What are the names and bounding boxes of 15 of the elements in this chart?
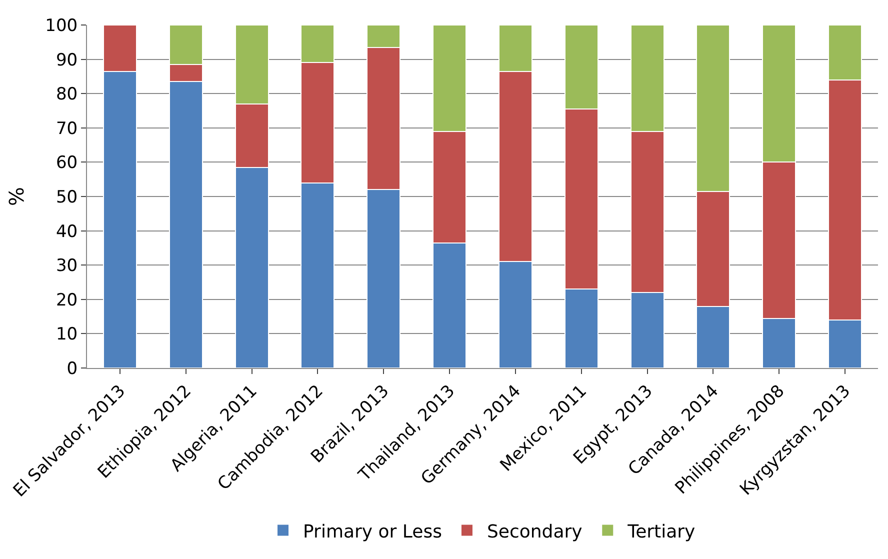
legend-label: Tertiary — [626, 521, 696, 542]
y-tick-label: 80 — [56, 84, 78, 105]
y-tick-label: 10 — [56, 324, 78, 345]
y-tick-label: 70 — [56, 118, 78, 139]
y-tick-label: 40 — [56, 222, 78, 242]
y-tick-label: 0 — [66, 358, 78, 379]
y-tick-label: 50 — [56, 187, 78, 208]
legend-label: Primary or Less — [303, 521, 442, 542]
y-tick-label: 90 — [56, 50, 78, 70]
y-tick-label: 100 — [45, 16, 78, 36]
y-tick-label: 20 — [56, 290, 78, 310]
y-tick-label: 30 — [56, 256, 78, 276]
y-axis-title: % — [4, 186, 29, 206]
legend-label: Secondary — [486, 521, 583, 542]
y-tick-label: 60 — [56, 153, 78, 174]
